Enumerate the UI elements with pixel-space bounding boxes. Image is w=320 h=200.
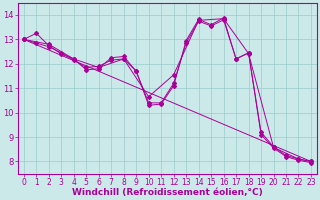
X-axis label: Windchill (Refroidissement éolien,°C): Windchill (Refroidissement éolien,°C) (72, 188, 263, 197)
